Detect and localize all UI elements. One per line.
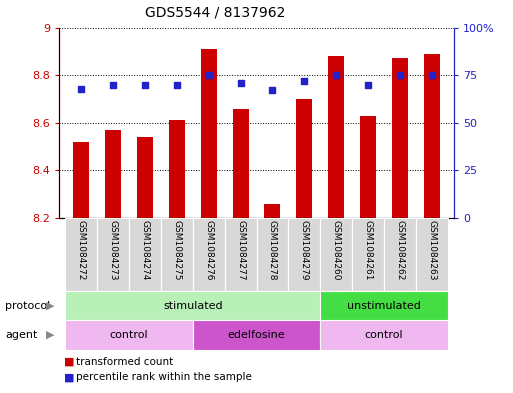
Text: GSM1084262: GSM1084262 xyxy=(396,220,404,281)
Bar xyxy=(232,108,248,218)
Text: protocol: protocol xyxy=(5,301,50,310)
Bar xyxy=(265,204,281,218)
Bar xyxy=(161,218,193,291)
Bar xyxy=(320,218,352,291)
Bar xyxy=(352,218,384,291)
Text: edelfosine: edelfosine xyxy=(228,330,285,340)
Text: ■: ■ xyxy=(64,372,74,382)
Point xyxy=(109,82,117,88)
Text: GSM1084279: GSM1084279 xyxy=(300,220,309,281)
Bar xyxy=(424,54,440,218)
Text: percentile rank within the sample: percentile rank within the sample xyxy=(76,372,252,382)
Point xyxy=(428,72,436,78)
Text: GSM1084272: GSM1084272 xyxy=(77,220,86,281)
Point xyxy=(300,78,308,84)
Bar xyxy=(328,56,344,218)
Point xyxy=(332,72,340,78)
Bar xyxy=(193,218,225,291)
Bar xyxy=(193,320,320,350)
Bar xyxy=(320,320,448,350)
Point xyxy=(236,80,245,86)
Bar xyxy=(137,137,153,218)
Text: GSM1084277: GSM1084277 xyxy=(236,220,245,281)
Text: unstimulated: unstimulated xyxy=(347,301,421,310)
Point xyxy=(141,82,149,88)
Point xyxy=(268,87,277,94)
Bar xyxy=(97,218,129,291)
Text: ▶: ▶ xyxy=(46,301,54,310)
Point xyxy=(396,72,404,78)
Bar xyxy=(288,218,320,291)
Text: transformed count: transformed count xyxy=(76,356,173,367)
Bar xyxy=(392,59,408,218)
Point xyxy=(205,72,213,78)
Bar xyxy=(105,130,121,218)
Bar xyxy=(416,218,448,291)
Text: GSM1084260: GSM1084260 xyxy=(331,220,341,281)
Bar xyxy=(65,218,97,291)
Bar xyxy=(65,291,320,320)
Text: ▶: ▶ xyxy=(46,330,54,340)
Text: GSM1084263: GSM1084263 xyxy=(427,220,436,281)
Bar xyxy=(297,99,312,218)
Bar xyxy=(225,218,256,291)
Text: control: control xyxy=(365,330,403,340)
Text: GDS5544 / 8137962: GDS5544 / 8137962 xyxy=(145,6,286,20)
Text: GSM1084275: GSM1084275 xyxy=(172,220,182,281)
Text: stimulated: stimulated xyxy=(163,301,223,310)
Bar xyxy=(201,49,216,218)
Point xyxy=(364,82,372,88)
Bar xyxy=(360,116,376,218)
Bar xyxy=(320,291,448,320)
Text: control: control xyxy=(110,330,148,340)
Text: GSM1084276: GSM1084276 xyxy=(204,220,213,281)
Bar xyxy=(384,218,416,291)
Bar xyxy=(73,142,89,218)
Text: GSM1084278: GSM1084278 xyxy=(268,220,277,281)
Text: GSM1084273: GSM1084273 xyxy=(109,220,117,281)
Text: GSM1084261: GSM1084261 xyxy=(364,220,372,281)
Text: GSM1084274: GSM1084274 xyxy=(141,220,149,281)
Bar xyxy=(65,320,193,350)
Text: ■: ■ xyxy=(64,356,74,367)
Point xyxy=(77,85,85,92)
Bar xyxy=(256,218,288,291)
Text: agent: agent xyxy=(5,330,37,340)
Bar xyxy=(129,218,161,291)
Point xyxy=(173,82,181,88)
Bar xyxy=(169,120,185,218)
